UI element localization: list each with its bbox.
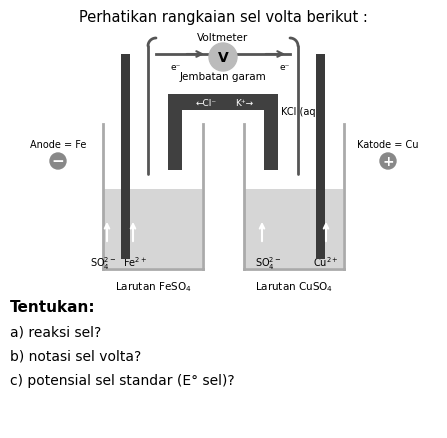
Text: Larutan CuSO$_4$: Larutan CuSO$_4$: [255, 279, 333, 293]
Text: Larutan FeSO$_4$: Larutan FeSO$_4$: [115, 279, 191, 293]
Text: Tentukan:: Tentukan:: [10, 299, 96, 314]
Text: Anode = Fe: Anode = Fe: [30, 140, 86, 150]
Circle shape: [380, 154, 396, 170]
Text: −: −: [51, 154, 64, 169]
Bar: [121, 55, 130, 259]
Text: SO$_4^{2-}$: SO$_4^{2-}$: [255, 254, 281, 271]
Text: Jembatan garam: Jembatan garam: [180, 72, 266, 82]
Text: Cu$^{2+}$: Cu$^{2+}$: [313, 254, 339, 268]
Text: K⁺→: K⁺→: [235, 98, 253, 107]
Circle shape: [209, 44, 237, 72]
Bar: [168, 95, 278, 111]
Text: c) potensial sel standar (E° sel)?: c) potensial sel standar (E° sel)?: [10, 373, 235, 387]
Text: V: V: [218, 50, 228, 64]
Text: KCl (aq): KCl (aq): [281, 107, 319, 117]
Text: Perhatikan rangkaian sel volta berikut :: Perhatikan rangkaian sel volta berikut :: [79, 10, 367, 25]
Text: Fe$^{2+}$: Fe$^{2+}$: [123, 254, 147, 268]
Text: b) notasi sel volta?: b) notasi sel volta?: [10, 349, 141, 363]
Bar: [104, 190, 202, 268]
Text: e⁻: e⁻: [171, 63, 181, 72]
Bar: [245, 190, 343, 268]
Text: SO$_4^{2-}$: SO$_4^{2-}$: [90, 254, 116, 271]
Text: e⁻: e⁻: [280, 63, 290, 72]
Text: ←Cl⁻: ←Cl⁻: [195, 98, 216, 107]
Text: a) reaksi sel?: a) reaksi sel?: [10, 325, 101, 339]
Text: Voltmeter: Voltmeter: [198, 33, 249, 43]
Bar: [168, 111, 182, 171]
Text: Katode = Cu: Katode = Cu: [357, 140, 419, 150]
Bar: [316, 55, 325, 259]
Text: +: +: [382, 155, 394, 169]
Circle shape: [50, 154, 66, 170]
Bar: [264, 111, 278, 171]
